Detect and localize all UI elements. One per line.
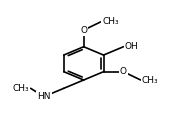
Text: OH: OH [125,42,139,51]
Text: CH₃: CH₃ [102,17,119,26]
Text: CH₃: CH₃ [13,84,29,93]
Text: CH₃: CH₃ [142,75,159,84]
Text: O: O [120,67,127,76]
Text: HN: HN [37,92,51,101]
Text: O: O [80,26,87,35]
